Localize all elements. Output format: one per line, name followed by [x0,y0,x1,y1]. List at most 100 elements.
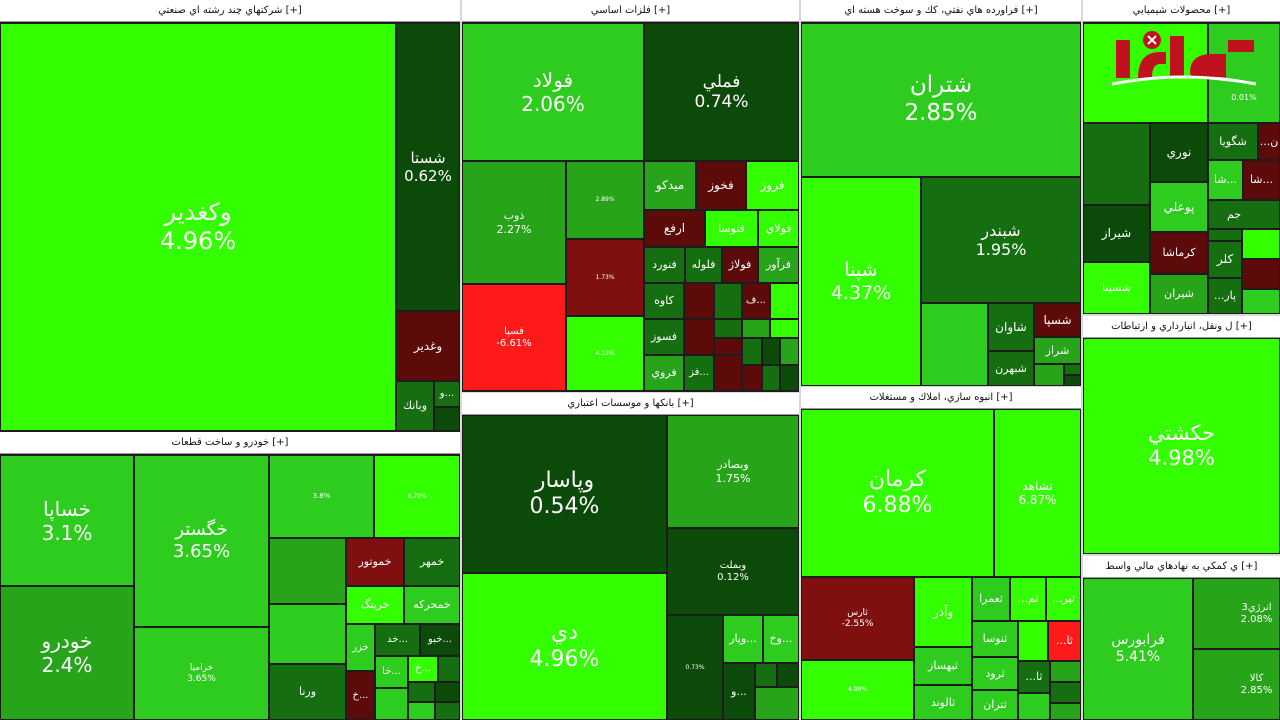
tile-bank-small[interactable] [755,687,799,720]
tile-chem-b[interactable]: 0.01% [1208,23,1280,123]
tile-auto-d[interactable]: 3.8% [269,455,374,538]
tile-oil-small[interactable] [921,303,988,386]
tile-small[interactable] [434,407,460,431]
tile-shiran[interactable]: شيران [1150,274,1208,314]
sector-title-banks[interactable]: بانكها و موسسات اعتباري [+] [462,393,799,415]
tile-re-small[interactable] [1050,682,1081,703]
tile-faravar[interactable]: فرآور [758,247,799,283]
tile-shasina[interactable]: شسينا [1083,262,1150,314]
tile-shasta[interactable]: شستا 0.62% [396,23,460,311]
tile-vepasar[interactable]: وپاسار 0.54% [462,415,667,573]
tile-re-g[interactable]: 4.99% [801,660,914,720]
tile-vabank[interactable]: وبانك [396,381,434,431]
tile-metal-small[interactable] [714,283,742,319]
tile-metal-small[interactable] [762,338,780,365]
tile-auto-small[interactable] [269,604,346,664]
tile-thebhsaz[interactable]: ثبهساز [914,647,972,685]
tile-fesapa[interactable]: فسپا -6.61% [462,284,566,391]
tile-metal-small[interactable] [770,283,799,319]
tile-tharas[interactable]: ثارس -2.55% [801,577,914,660]
tile-auto-small[interactable] [435,682,460,702]
tile-noori[interactable]: نوري [1150,123,1208,182]
tile-par[interactable]: ...پار [1208,278,1242,314]
tile-metal-small[interactable] [780,365,799,391]
tile-re-small[interactable] [1018,693,1050,720]
tile-kerman[interactable]: كرمان 6.88% [801,409,994,577]
sector-title-realestate[interactable]: انبوه سازي، املاك و مستغلات [+] [801,387,1081,409]
tile-foolad[interactable]: فولاد 2.06% [462,23,644,161]
tile-khemotor[interactable]: خموتور [346,538,404,586]
tile-vo[interactable]: و... [723,663,755,720]
tile-tham[interactable]: ...ثم [1010,577,1046,621]
tile-shesia[interactable]: شسپا [1034,303,1081,337]
tile-folai[interactable]: فولاي [758,210,799,247]
sector-title-chem[interactable]: محصولات شيميايي [+] [1083,0,1280,22]
tile-re-small[interactable] [1050,661,1081,682]
tile-auto-small[interactable] [435,702,460,720]
tile-tha-r[interactable]: ...ثا [1048,621,1081,661]
tile-khegostar[interactable]: خگستر 3.65% [134,455,269,627]
tile-arfa[interactable]: ارفع [644,210,705,247]
tile-shaa2[interactable]: شا... [1243,160,1280,200]
tile-samra[interactable]: ثعمرا [972,577,1010,621]
tile-vebsader[interactable]: وبصادر 1.75% [667,415,799,528]
tile-faz[interactable]: فز... [684,355,714,391]
tile-oil-small[interactable] [1034,364,1064,386]
sector-title-multi[interactable]: شرکتهاي چند رشته اي صنعتي [+] [0,0,460,22]
tile-fakhoz[interactable]: فخوز [696,161,746,210]
tile-sheraz[interactable]: شراز [1034,337,1081,364]
tile-bank-small[interactable] [755,663,777,687]
tile-vkh[interactable]: وخ... [763,615,799,663]
tile-thir[interactable]: ...ثير [1046,577,1081,621]
tile-auto-small[interactable] [438,656,460,682]
tile-kh2[interactable]: خ... [408,656,438,682]
tile-chem-small[interactable] [1208,229,1242,241]
tile-chem-small[interactable] [1083,123,1150,205]
tile-poali[interactable]: پوعلي [1150,182,1208,232]
tile-chem-small[interactable] [1242,229,1280,259]
tile-shiraz[interactable]: شيراز [1083,205,1150,262]
tile-folole[interactable]: فلوله [685,247,722,283]
tile-vaou[interactable]: و... [434,381,460,407]
sector-title-finance[interactable]: ي كمكي به نهادهاي مالي واسط [+] [1083,556,1280,578]
tile-kermasha[interactable]: كرماشا [1150,232,1208,274]
tile-auto-small[interactable] [408,682,435,702]
tile-shebehran[interactable]: شبهرن [988,351,1034,386]
tile-folaj[interactable]: فولاژ [722,247,758,283]
tile-kave[interactable]: كاوه [644,283,684,319]
tile-metal-small[interactable] [742,319,770,338]
tile-khad[interactable]: خد... [375,624,420,656]
tile-hakashti[interactable]: حكشتي 4.98% [1083,338,1280,554]
tile-kalar[interactable]: كلر [1208,241,1242,278]
tile-farabors[interactable]: فرابورس 5.41% [1083,578,1193,720]
tile-bank-small[interactable] [777,663,799,687]
tile-metal-small[interactable] [684,283,714,319]
tile-dey[interactable]: دي 4.96% [462,573,667,720]
tile-shaa[interactable]: شا... [1208,160,1243,200]
tile-fesoz[interactable]: فسوز [644,319,684,355]
tile-nn[interactable]: ...ن [1258,123,1280,160]
tile-metal-b[interactable]: 1.73% [566,239,644,316]
tile-vazar[interactable]: وآذر [914,577,972,647]
tile-metal-small[interactable] [684,319,714,355]
tile-auto-e[interactable]: 6.79% [374,455,460,538]
tile-tha2[interactable]: ...ثا [1018,661,1050,693]
sector-title-oil[interactable]: فراورده هاي نفتي، كك و سوخت هسته اي [+] [801,0,1081,22]
tile-oil-small[interactable] [1064,364,1081,375]
tile-metal-small[interactable] [780,338,799,365]
sector-title-transport[interactable]: ل ونقل، انبارداري و ارتباطات [+] [1083,316,1280,338]
tile-khesapa[interactable]: خساپا 3.1% [0,455,134,586]
tile-vaghadir[interactable]: وكغدير 4.96% [0,23,396,431]
tile-shahed[interactable]: ثشاهد 6.87% [994,409,1081,577]
tile-vebmelat[interactable]: وبملت 0.12% [667,528,799,615]
tile-chem-small[interactable] [1242,289,1280,314]
tile-metal-small[interactable] [762,365,780,391]
tile-auto-small[interactable] [375,688,408,720]
tile-metal-small[interactable] [770,319,799,338]
tile-shatran[interactable]: شتران 2.85% [801,23,1081,177]
tile-foroz[interactable]: فروز [746,161,799,210]
tile-metal-small[interactable] [714,355,742,391]
tile-metal-a[interactable]: 2.89% [566,161,644,239]
tile-kh3[interactable]: خ... [346,671,375,720]
tile-chem-small[interactable] [1242,259,1280,289]
